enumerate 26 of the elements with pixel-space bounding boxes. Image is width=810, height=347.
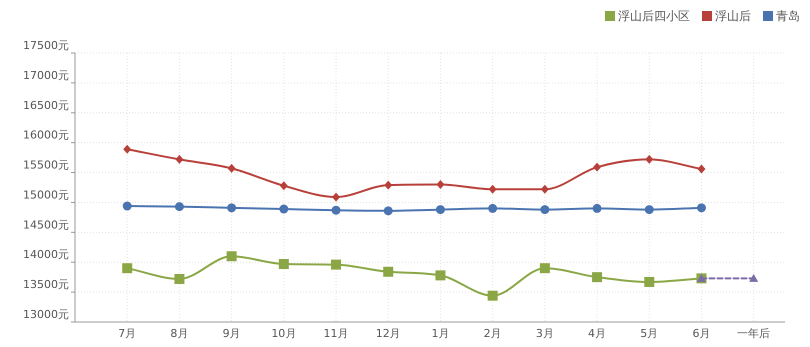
legend-label: 浮山后	[715, 9, 751, 23]
x-tick-label: 9月	[222, 327, 241, 340]
y-tick-label: 15500元	[23, 158, 69, 172]
y-tick-label: 14000元	[23, 248, 69, 262]
x-tick-label: 12月	[376, 327, 401, 340]
x-tick-label: 一年后	[737, 327, 770, 340]
x-tick-label: 2月	[484, 327, 502, 340]
x-tick-label: 8月	[170, 327, 188, 340]
y-tick-label: 13500元	[23, 278, 69, 292]
x-tick-label: 1月	[431, 327, 450, 340]
x-tick-label: 4月	[588, 327, 606, 340]
x-tick-label: 3月	[536, 327, 554, 340]
x-tick-label: 6月	[692, 327, 710, 340]
legend-label: 浮山后四小区	[618, 9, 690, 23]
y-tick-label: 17500元	[23, 39, 69, 52]
y-tick-label: 14500元	[23, 218, 69, 232]
legend-label: 青岛	[776, 9, 800, 23]
y-tick-label: 15000元	[23, 188, 69, 202]
x-tick-label: 11月	[324, 327, 349, 340]
y-tick-label: 16000元	[23, 128, 69, 142]
y-tick-label: 16500元	[23, 98, 69, 112]
x-tick-label: 5月	[640, 327, 658, 340]
y-tick-label: 13000元	[23, 308, 69, 321]
y-tick-label: 17000元	[23, 68, 69, 82]
x-tick-label: 10月	[271, 327, 296, 340]
x-tick-label: 7月	[118, 327, 136, 340]
